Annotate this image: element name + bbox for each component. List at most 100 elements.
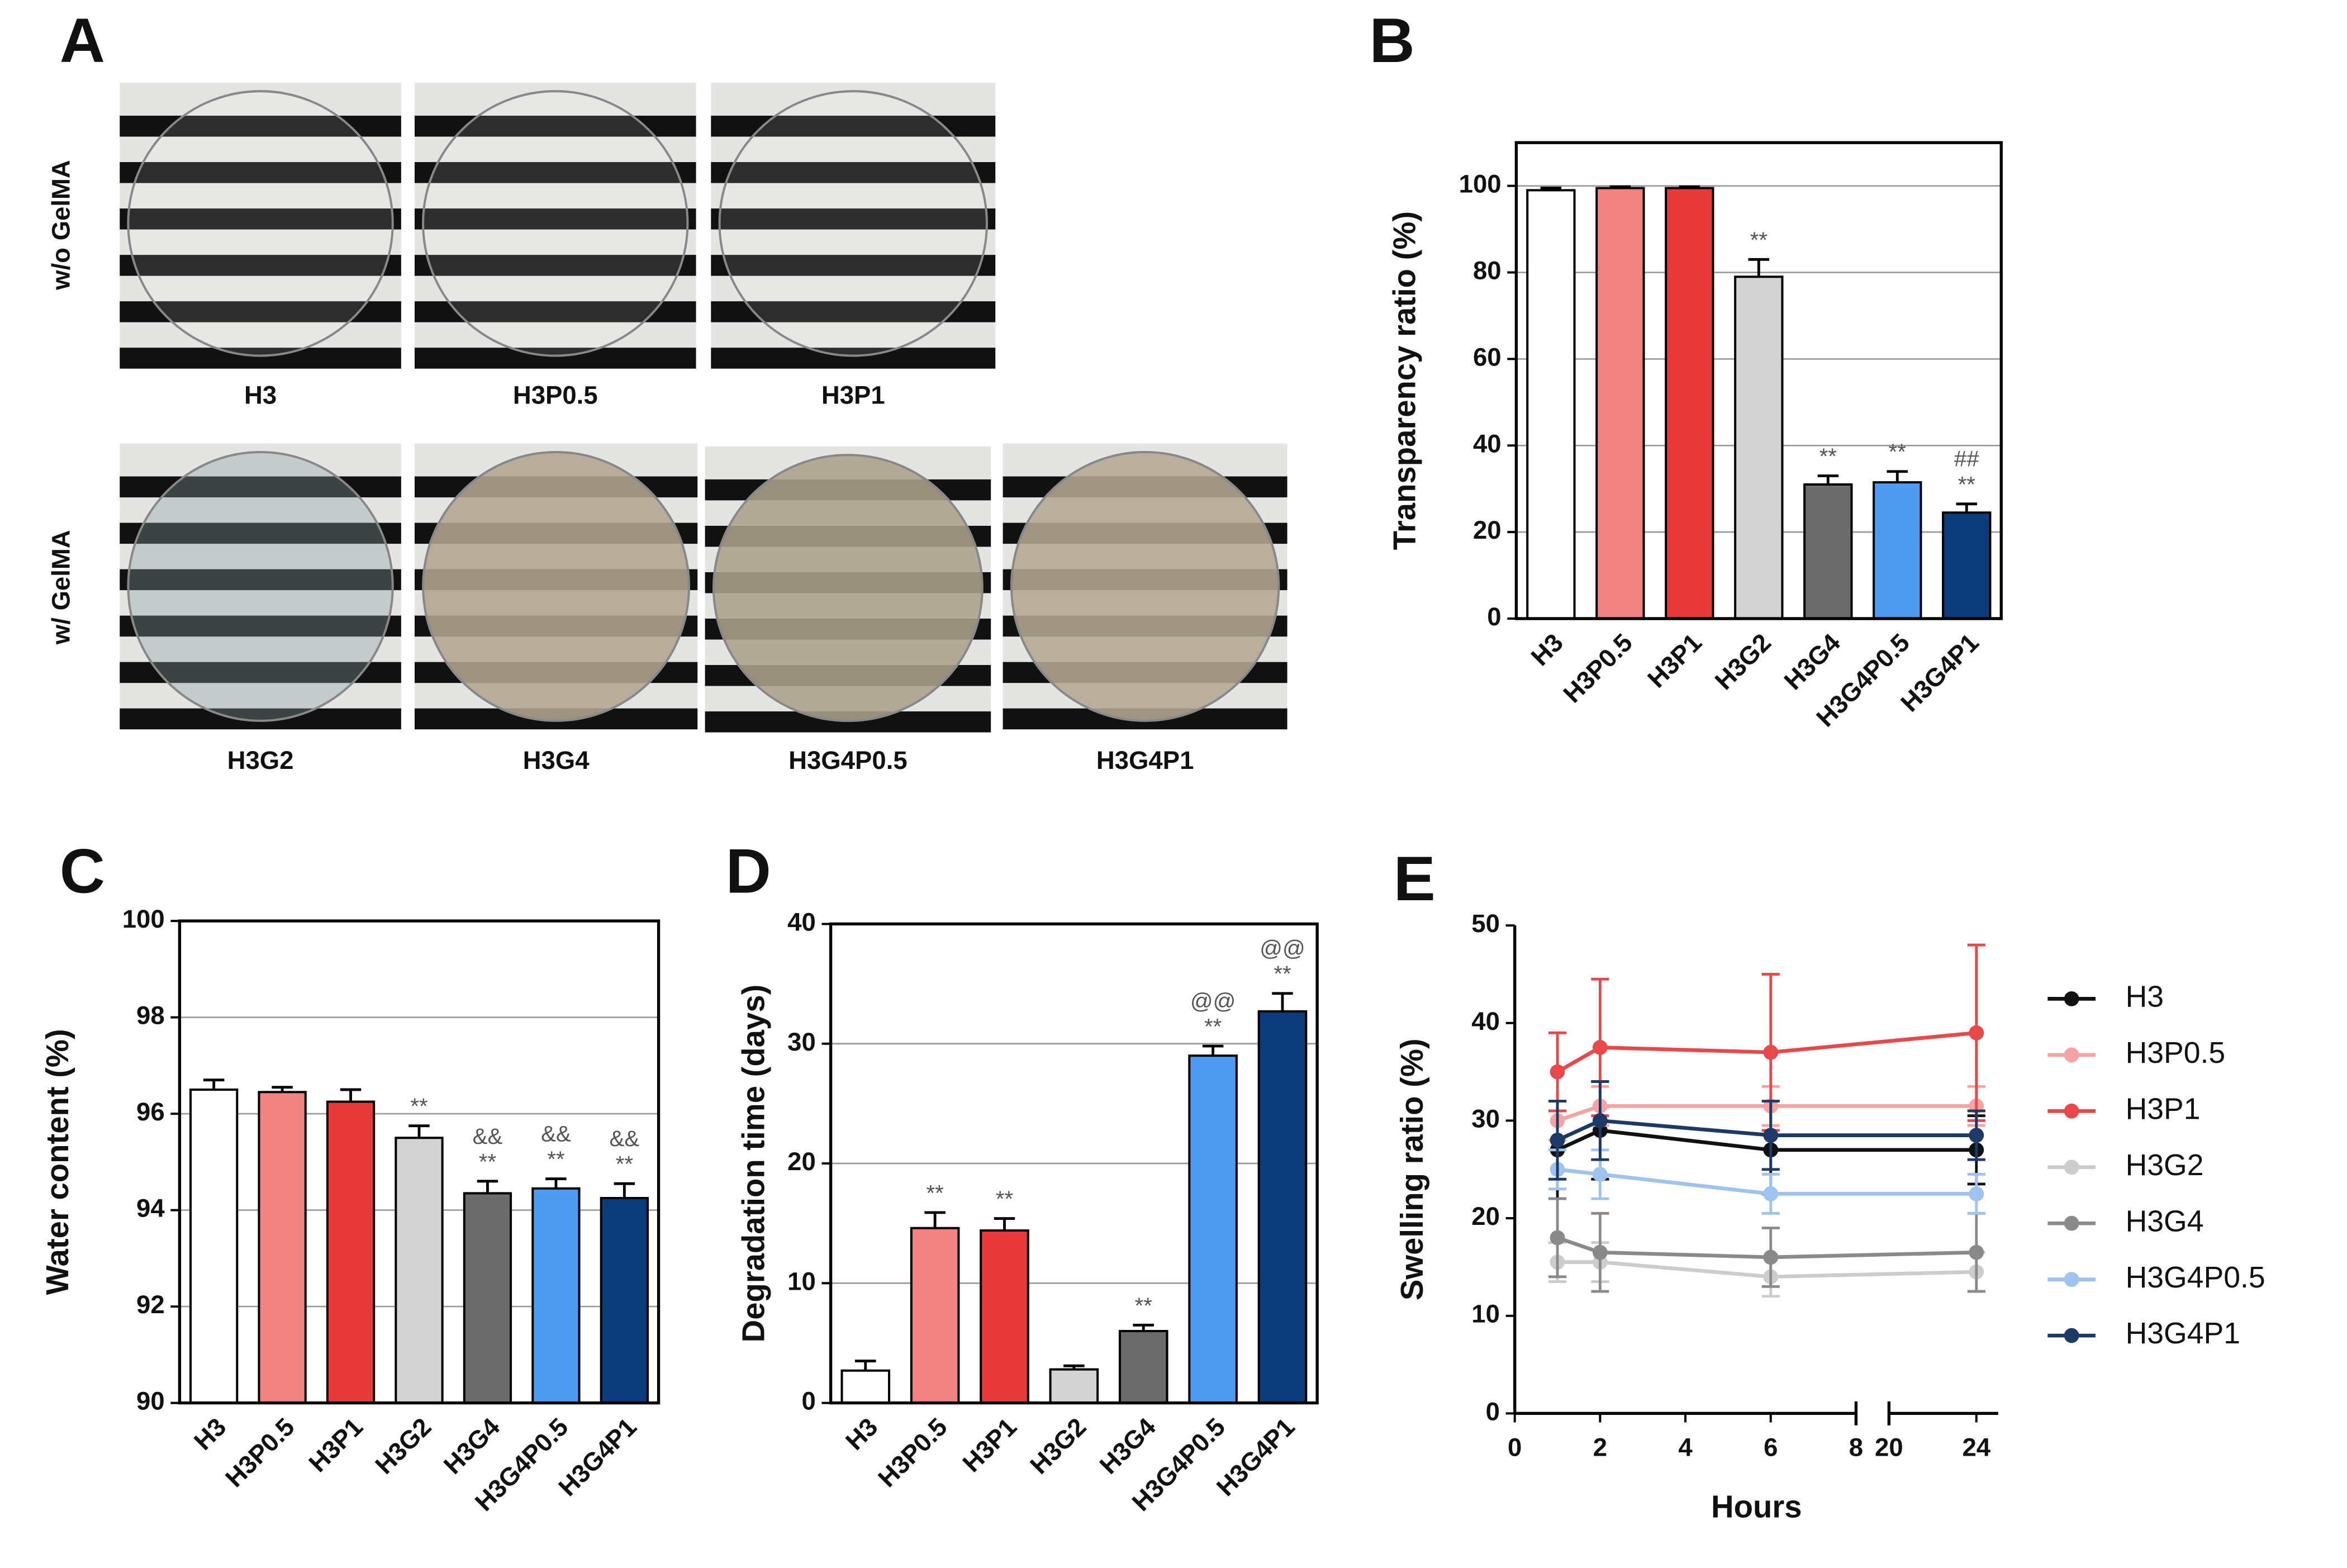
bar [531,1187,581,1404]
legend-label: H3G4P1 [2126,1317,2240,1350]
legend-swatch [2064,991,2079,1006]
significance-mark: ** [1889,439,1906,464]
significance-mark: ## [1954,446,1979,472]
stripe [414,255,696,276]
x-tick-label: 0 [1508,1433,1522,1462]
y-axis-label: Water content (%) [40,1029,75,1295]
stripe [414,162,696,183]
stripe [414,348,696,369]
x-tick-label: H3P1 [957,1413,1023,1478]
hydrogel-disc [422,90,689,357]
bar [1118,1330,1168,1404]
stripe [711,116,996,137]
stripe [120,116,401,137]
y-axis-label: Swelling ratio (%) [1394,1038,1429,1300]
y-tick-label: 30 [1471,1104,1500,1133]
x-tick-label: 8 [1849,1433,1863,1462]
point [1593,1244,1608,1260]
x-tick-label: H3 [1526,628,1569,671]
significance-mark: @@ [1260,936,1305,961]
y-tick-label: 30 [787,1028,816,1056]
bar [463,1192,512,1404]
legend-label: H3P0.5 [2126,1037,2226,1070]
point [1550,1132,1565,1148]
y-tick-label: 96 [136,1097,165,1126]
significance-mark: ** [616,1152,633,1177]
bar [1257,1010,1308,1404]
stripe [120,522,401,544]
x-tick-label: H3P1 [303,1413,369,1478]
panel-letter: E [1394,843,1436,914]
significance-mark: && [541,1121,571,1146]
x-tick-label: H3G2 [1024,1413,1091,1480]
stripe [414,301,696,322]
significance-mark: ** [1135,1293,1152,1318]
series-line [1556,1118,1977,1142]
point [1550,1230,1565,1246]
series-line [1556,1128,1977,1152]
bar [1049,1368,1099,1404]
x-tick-label: H3P0.5 [1558,628,1638,708]
stripe [120,476,401,498]
stripe [120,301,401,322]
stripe [711,162,996,183]
significance-mark: ** [1958,472,1975,497]
stripe [120,615,401,637]
hydrogel-disc [718,90,988,357]
y-tick-label: 92 [136,1290,165,1319]
series-line [1556,1236,1977,1260]
legend-swatch [2064,1160,2079,1175]
series-line [1557,1167,1977,1196]
y-tick-label: 20 [787,1147,816,1176]
panel-letter: C [60,835,105,906]
bar [258,1091,307,1404]
x-tick-label: H3P0.5 [872,1413,952,1493]
x-tick-label: 2 [1593,1433,1607,1462]
y-tick-label: 40 [1473,429,1502,458]
x-tick-label: H3G2 [1709,628,1776,695]
x-tick-label: H3G2 [370,1413,437,1480]
point [1969,1025,1984,1040]
hydrogel-disc [712,454,984,723]
legend-swatch [2064,1215,2079,1231]
sample-label: H3G4 [523,746,590,775]
y-tick-label: 60 [1473,343,1502,371]
stripe [711,255,996,276]
series-line [1556,1104,1977,1123]
stripe [711,301,996,322]
sample-label: H3G4P0.5 [788,746,908,775]
point [1763,1044,1779,1060]
bar [1873,481,1922,620]
sample-label: H3G4P1 [1096,746,1194,775]
stripe [414,208,696,230]
row-label: w/o GelMA [47,160,75,291]
bar [1803,483,1853,620]
significance-mark: ** [1204,1014,1222,1039]
sample-label: H3G2 [227,746,294,775]
bar [1942,511,1992,620]
row-label: w/ GelMA [47,530,75,645]
x-tick-label: 4 [1678,1433,1693,1462]
panel-letter: B [1369,5,1414,75]
point [1763,1128,1779,1143]
y-axis-label: Transparency ratio (%) [1387,211,1422,550]
point [1593,1113,1608,1128]
bar [840,1369,891,1404]
significance-mark: ** [1819,444,1837,469]
point [1593,1167,1608,1182]
point [1969,1244,1984,1260]
panel-letter: D [726,835,771,906]
stripe [120,662,401,683]
y-tick-label: 20 [1471,1202,1500,1230]
stripe [120,708,401,730]
x-tick-label: H3P1 [1642,628,1707,693]
plot-frame [1514,141,2003,620]
x-tick-label: H3 [188,1413,231,1456]
y-tick-label: 40 [1471,1007,1500,1035]
point [1593,1040,1608,1055]
y-tick-label: 50 [1471,909,1500,938]
legend-swatch [2064,1047,2079,1063]
bar [1188,1054,1238,1404]
